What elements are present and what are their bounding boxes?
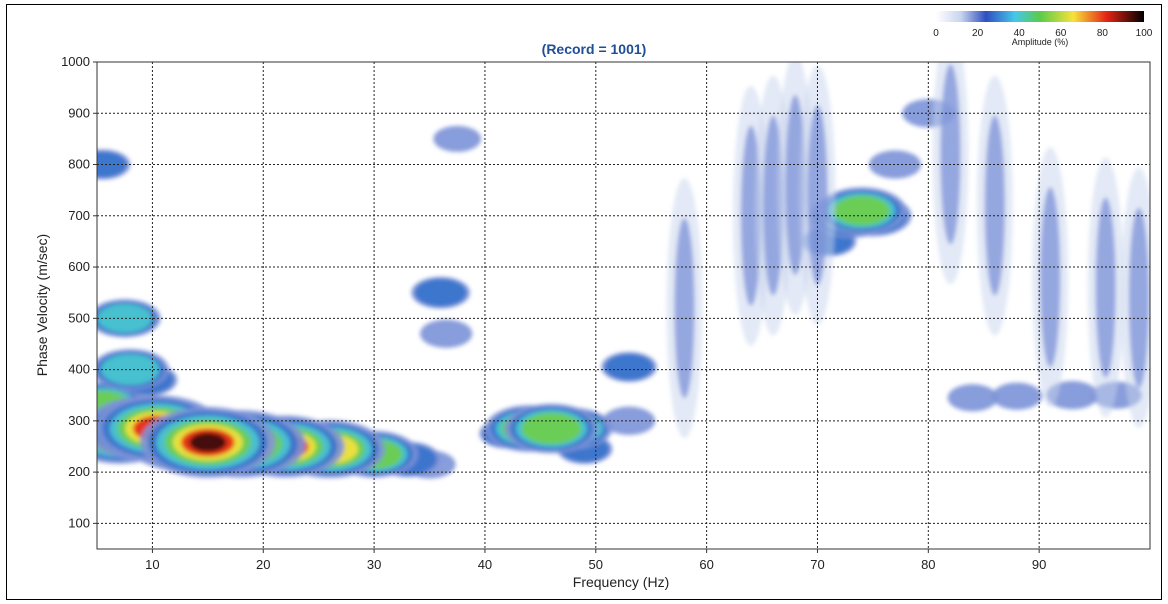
x-tick-label: 50 bbox=[589, 557, 603, 572]
heat-blob bbox=[521, 412, 582, 445]
y-tick-label: 800 bbox=[68, 157, 90, 172]
heat-blob bbox=[97, 151, 127, 178]
y-tick-label: 900 bbox=[68, 105, 90, 120]
chart-title: (Record = 1001) bbox=[542, 41, 647, 57]
heat-blob bbox=[604, 353, 654, 381]
x-tick-label: 30 bbox=[367, 557, 381, 572]
y-tick-label: 300 bbox=[68, 413, 90, 428]
heat-blob bbox=[97, 303, 152, 333]
x-tick-label: 60 bbox=[699, 557, 713, 572]
feature-fundamental-mode bbox=[97, 382, 456, 479]
x-tick-label: 40 bbox=[478, 557, 492, 572]
y-tick-label: 500 bbox=[68, 310, 90, 325]
heat-blob bbox=[947, 384, 998, 412]
x-axis-title: Frequency (Hz) bbox=[573, 574, 669, 590]
colorbar: 0 20 40 60 80 100 Amplitude (%) bbox=[933, 11, 1153, 47]
heat-blob bbox=[868, 150, 922, 179]
y-tick-label: 100 bbox=[68, 515, 90, 530]
colorbar-gradient bbox=[936, 11, 1144, 22]
chart-frame: 0 20 40 60 80 100 Amplitude (%) (Record = 100… bbox=[6, 4, 1162, 600]
feature-blob-36hz bbox=[411, 125, 482, 348]
colorbar-tick-label: 80 bbox=[1097, 28, 1109, 39]
heat-blob bbox=[833, 195, 890, 226]
y-axis: 100 200 300 400 500 600 700 800 900 1000 bbox=[61, 54, 97, 530]
heat-blob bbox=[932, 62, 969, 285]
feature-low-frequency-tail bbox=[97, 149, 178, 397]
y-axis-title: Phase Velocity (m/sec) bbox=[34, 234, 50, 376]
heat-blob bbox=[666, 178, 703, 439]
heat-blob bbox=[976, 75, 1013, 336]
colorbar-tick-label: 0 bbox=[933, 28, 939, 39]
x-axis: 10 20 30 40 50 60 70 80 90 bbox=[145, 549, 1046, 572]
colorbar-label: Amplitude (%) bbox=[1012, 37, 1069, 47]
colorbar-tick-label: 20 bbox=[972, 28, 984, 39]
feature-mode-45hz bbox=[479, 403, 613, 465]
x-tick-label: 20 bbox=[256, 557, 270, 572]
x-tick-label: 90 bbox=[1032, 557, 1046, 572]
heat-blob bbox=[414, 278, 467, 307]
plot-area bbox=[96, 61, 1151, 550]
heat-blob bbox=[189, 432, 227, 452]
heat-blob bbox=[420, 319, 473, 348]
heat-blob bbox=[433, 125, 482, 152]
heat-blob bbox=[1032, 147, 1069, 408]
x-tick-label: 80 bbox=[921, 557, 935, 572]
heatmap-layer bbox=[97, 62, 1150, 479]
colorbar-tick-label: 60 bbox=[1055, 28, 1067, 39]
colorbar-tick-label: 100 bbox=[1136, 28, 1153, 39]
heat-blob bbox=[1120, 167, 1150, 428]
x-tick-label: 10 bbox=[145, 557, 159, 572]
y-tick-label: 1000 bbox=[61, 54, 90, 69]
y-tick-label: 600 bbox=[68, 259, 90, 274]
y-tick-label: 200 bbox=[68, 464, 90, 479]
x-tick-label: 70 bbox=[810, 557, 824, 572]
dispersion-chart: 0 20 40 60 80 100 Amplitude (%) (Record = 100… bbox=[34, 11, 1153, 590]
y-tick-label: 700 bbox=[68, 208, 90, 223]
colorbar-tick-label: 40 bbox=[1014, 28, 1026, 39]
low-amplitude-streaks bbox=[666, 62, 1150, 439]
heat-blob bbox=[991, 382, 1042, 410]
y-tick-label: 400 bbox=[68, 362, 90, 377]
heat-blob bbox=[1087, 157, 1124, 418]
plot-border bbox=[96, 61, 1151, 550]
